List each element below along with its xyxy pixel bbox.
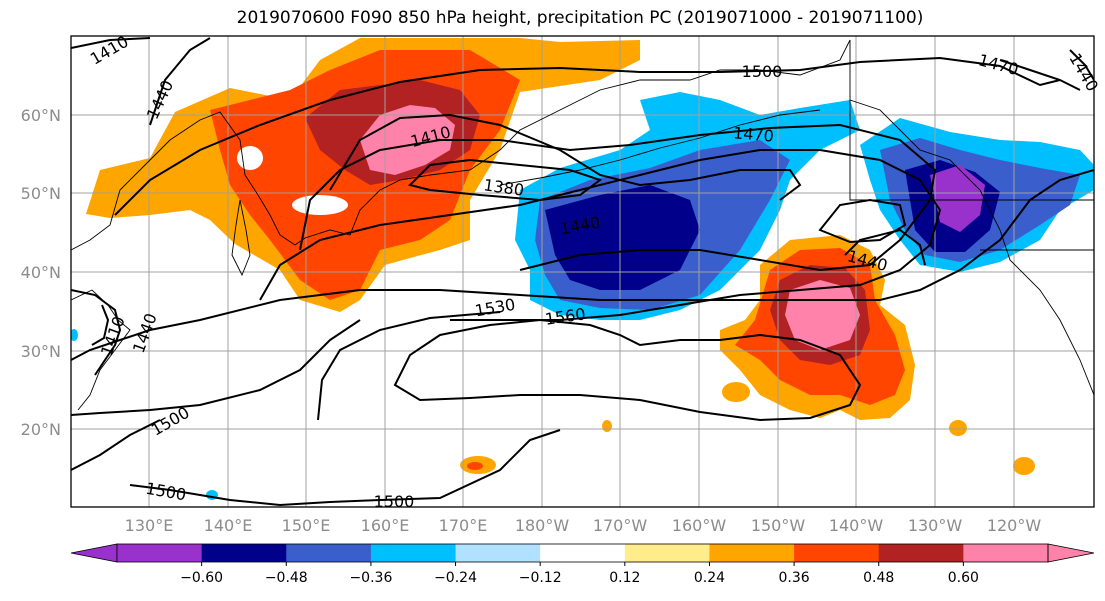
lon-label: 130°W <box>908 516 963 535</box>
colorbar-swatch <box>878 544 964 562</box>
lon-label: 140°E <box>204 516 253 535</box>
lon-label: 120°W <box>987 516 1042 535</box>
contour-label: 1440 <box>129 311 161 356</box>
lon-label: 180°W <box>515 516 570 535</box>
contour-label: 1500 <box>742 62 783 81</box>
colorbar: −0.60 −0.48 −0.36 −0.24 −0.12 0.12 0.24 0.36 0.4… <box>70 543 1095 586</box>
colorbar-tick-label: 0.48 <box>863 570 894 586</box>
gridlines <box>71 36 1094 507</box>
colorbar-tick-label: −0.24 <box>434 570 477 586</box>
coastlines <box>71 39 1094 411</box>
contour-label: 1410 <box>97 314 129 359</box>
lon-label: 160°E <box>361 516 410 535</box>
colorbar-swatch <box>286 544 372 562</box>
colorbar-tick-label: 0.12 <box>609 570 640 586</box>
colorbar-swatch <box>624 544 710 562</box>
colorbar-swatch <box>201 544 287 562</box>
contour-label: 1470 <box>732 123 774 145</box>
lat-label-40n: 40°N <box>21 263 61 282</box>
lon-label: 160°W <box>672 516 727 535</box>
contour-label: 1530 <box>473 295 516 321</box>
map-frame <box>70 35 1095 508</box>
colorbar-tick-label: 0.36 <box>779 570 810 586</box>
colorbar-swatch <box>540 544 626 562</box>
lon-label: 170°E <box>439 516 488 535</box>
lat-label-20n: 20°N <box>21 420 61 439</box>
colorbar-swatch <box>963 544 1049 562</box>
negative-anomaly-east <box>860 118 1094 272</box>
contour-label: 1500 <box>144 479 187 505</box>
colorbar-frame <box>116 543 1049 563</box>
colorbar-tick-label: −0.60 <box>180 570 223 586</box>
contour-label: 1440 <box>1065 50 1102 95</box>
colorbar-tick-label: −0.12 <box>519 570 562 586</box>
map-area <box>71 36 1094 507</box>
colorbar-swatch <box>455 544 541 562</box>
colorbar-tick-label: 0.60 <box>948 570 979 586</box>
colorbar-tick-label: −0.36 <box>349 570 392 586</box>
colorbar-swatch <box>117 544 203 562</box>
colorbar-tick-label: 0.24 <box>694 570 725 586</box>
lat-label-50n: 50°N <box>21 184 61 203</box>
lon-label: 150°E <box>282 516 331 535</box>
lat-label-60n: 60°N <box>21 106 61 125</box>
lat-label-30n: 30°N <box>21 342 61 361</box>
lon-label: 140°W <box>829 516 884 535</box>
longitude-labels: 130°E 140°E 150°E 160°E 170°E 180°W 170°… <box>125 516 1042 535</box>
colorbar-max-extend <box>1047 543 1095 563</box>
lon-label: 150°W <box>751 516 806 535</box>
contour-label: 1410 <box>87 32 132 69</box>
latitude-labels: 60°N 50°N 40°N 30°N 20°N <box>21 106 61 439</box>
colorbar-swatch <box>709 544 795 562</box>
lon-label: 170°W <box>593 516 648 535</box>
contour-label: 1500 <box>374 492 415 511</box>
colorbar-swatch <box>370 544 457 562</box>
colorbar-tick-label: −0.48 <box>265 570 308 586</box>
colorbar-min-extend <box>70 543 118 563</box>
lon-label: 130°E <box>125 516 174 535</box>
height-contours <box>71 37 1094 507</box>
chart-title: 2019070600 F090 850 hPa height, precipit… <box>236 8 924 28</box>
colorbar-swatch <box>794 544 880 562</box>
